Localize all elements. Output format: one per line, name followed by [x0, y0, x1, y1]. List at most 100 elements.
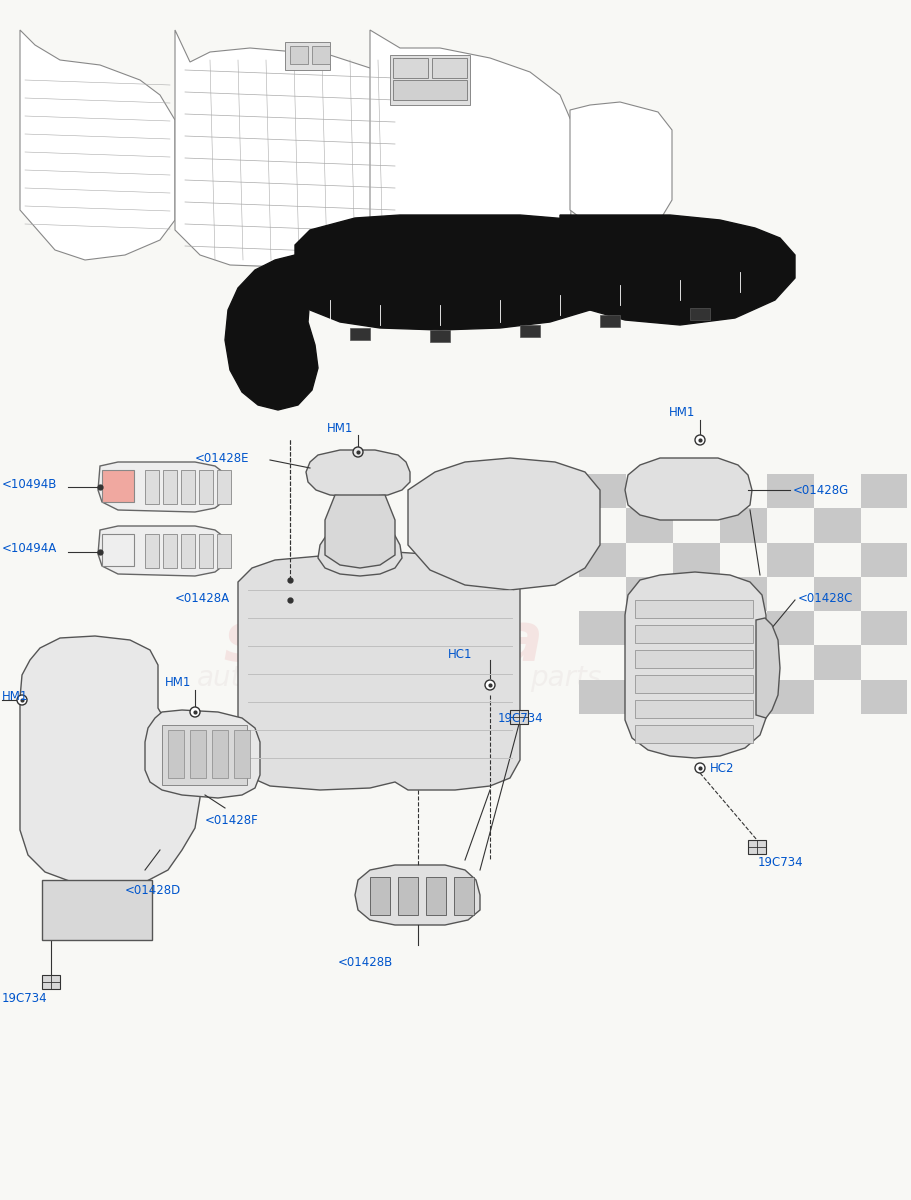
Polygon shape: [294, 215, 640, 330]
Bar: [42, 880, 152, 940]
Text: <10494B: <10494B: [2, 478, 57, 491]
Bar: [813, 509, 860, 542]
Text: <10494A: <10494A: [2, 542, 57, 556]
Text: <01428A: <01428A: [175, 592, 230, 605]
Polygon shape: [318, 520, 402, 576]
Polygon shape: [306, 450, 410, 497]
Text: HC1: HC1: [447, 648, 472, 661]
Bar: [199, 470, 213, 504]
Bar: [217, 534, 230, 568]
Bar: [162, 725, 247, 785]
Bar: [625, 509, 672, 542]
Bar: [42, 974, 60, 989]
Polygon shape: [238, 552, 519, 790]
Polygon shape: [97, 462, 228, 512]
Polygon shape: [624, 458, 752, 520]
Bar: [578, 679, 625, 714]
Bar: [189, 730, 206, 778]
Bar: [719, 509, 766, 542]
Bar: [747, 840, 765, 854]
Bar: [163, 534, 177, 568]
Bar: [350, 328, 370, 340]
Text: 19C734: 19C734: [2, 991, 47, 1004]
Bar: [766, 679, 813, 714]
Polygon shape: [624, 572, 765, 758]
Bar: [180, 534, 195, 568]
Text: HC2: HC2: [710, 762, 733, 774]
Bar: [284, 42, 330, 70]
Bar: [578, 611, 625, 646]
Bar: [180, 470, 195, 504]
Bar: [766, 542, 813, 577]
Text: parts: parts: [529, 664, 600, 692]
Bar: [211, 730, 228, 778]
Polygon shape: [175, 30, 404, 268]
Text: <01428C: <01428C: [797, 592, 853, 605]
Bar: [578, 474, 625, 509]
Polygon shape: [225, 254, 318, 410]
Text: HM1: HM1: [326, 421, 353, 434]
Bar: [599, 314, 619, 326]
Bar: [163, 470, 177, 504]
Bar: [432, 58, 466, 78]
Bar: [312, 46, 330, 64]
Text: <01428E: <01428E: [195, 451, 250, 464]
Bar: [145, 534, 159, 568]
Bar: [719, 646, 766, 679]
Text: <01428B: <01428B: [337, 955, 393, 968]
Bar: [393, 80, 466, 100]
Text: <01428F: <01428F: [205, 814, 259, 827]
Bar: [625, 577, 672, 611]
Text: 19C734: 19C734: [497, 712, 543, 725]
Bar: [813, 646, 860, 679]
Bar: [234, 730, 250, 778]
Bar: [719, 577, 766, 611]
Polygon shape: [145, 710, 260, 798]
Bar: [634, 725, 752, 743]
Bar: [397, 877, 417, 914]
Bar: [145, 470, 159, 504]
Bar: [634, 625, 752, 643]
Bar: [429, 330, 449, 342]
Circle shape: [189, 707, 200, 716]
Polygon shape: [354, 865, 479, 925]
Text: HM1: HM1: [165, 676, 191, 689]
Bar: [454, 877, 474, 914]
Bar: [519, 325, 539, 337]
Bar: [509, 710, 527, 724]
Circle shape: [485, 680, 495, 690]
Bar: [199, 534, 213, 568]
Bar: [766, 474, 813, 509]
Bar: [672, 474, 719, 509]
Bar: [217, 470, 230, 504]
Bar: [634, 674, 752, 692]
Text: <01428D: <01428D: [125, 883, 181, 896]
Bar: [634, 600, 752, 618]
Polygon shape: [324, 494, 394, 568]
Text: 19C734: 19C734: [757, 856, 803, 869]
Polygon shape: [97, 526, 228, 576]
Bar: [425, 877, 445, 914]
Polygon shape: [407, 458, 599, 590]
Text: HM1: HM1: [2, 690, 28, 702]
Bar: [634, 650, 752, 668]
Bar: [672, 542, 719, 577]
Bar: [370, 877, 390, 914]
Bar: [102, 470, 134, 502]
Bar: [290, 46, 308, 64]
Polygon shape: [559, 215, 794, 325]
Bar: [860, 611, 906, 646]
Polygon shape: [569, 102, 671, 230]
Polygon shape: [370, 30, 574, 270]
Text: scuderia: scuderia: [222, 608, 543, 674]
Bar: [168, 730, 184, 778]
Circle shape: [694, 434, 704, 445]
Circle shape: [694, 763, 704, 773]
Polygon shape: [20, 30, 175, 260]
Text: auto: auto: [197, 664, 259, 692]
Bar: [766, 611, 813, 646]
Bar: [578, 542, 625, 577]
Bar: [634, 700, 752, 718]
Text: <01428G: <01428G: [793, 484, 848, 497]
Circle shape: [353, 446, 363, 457]
